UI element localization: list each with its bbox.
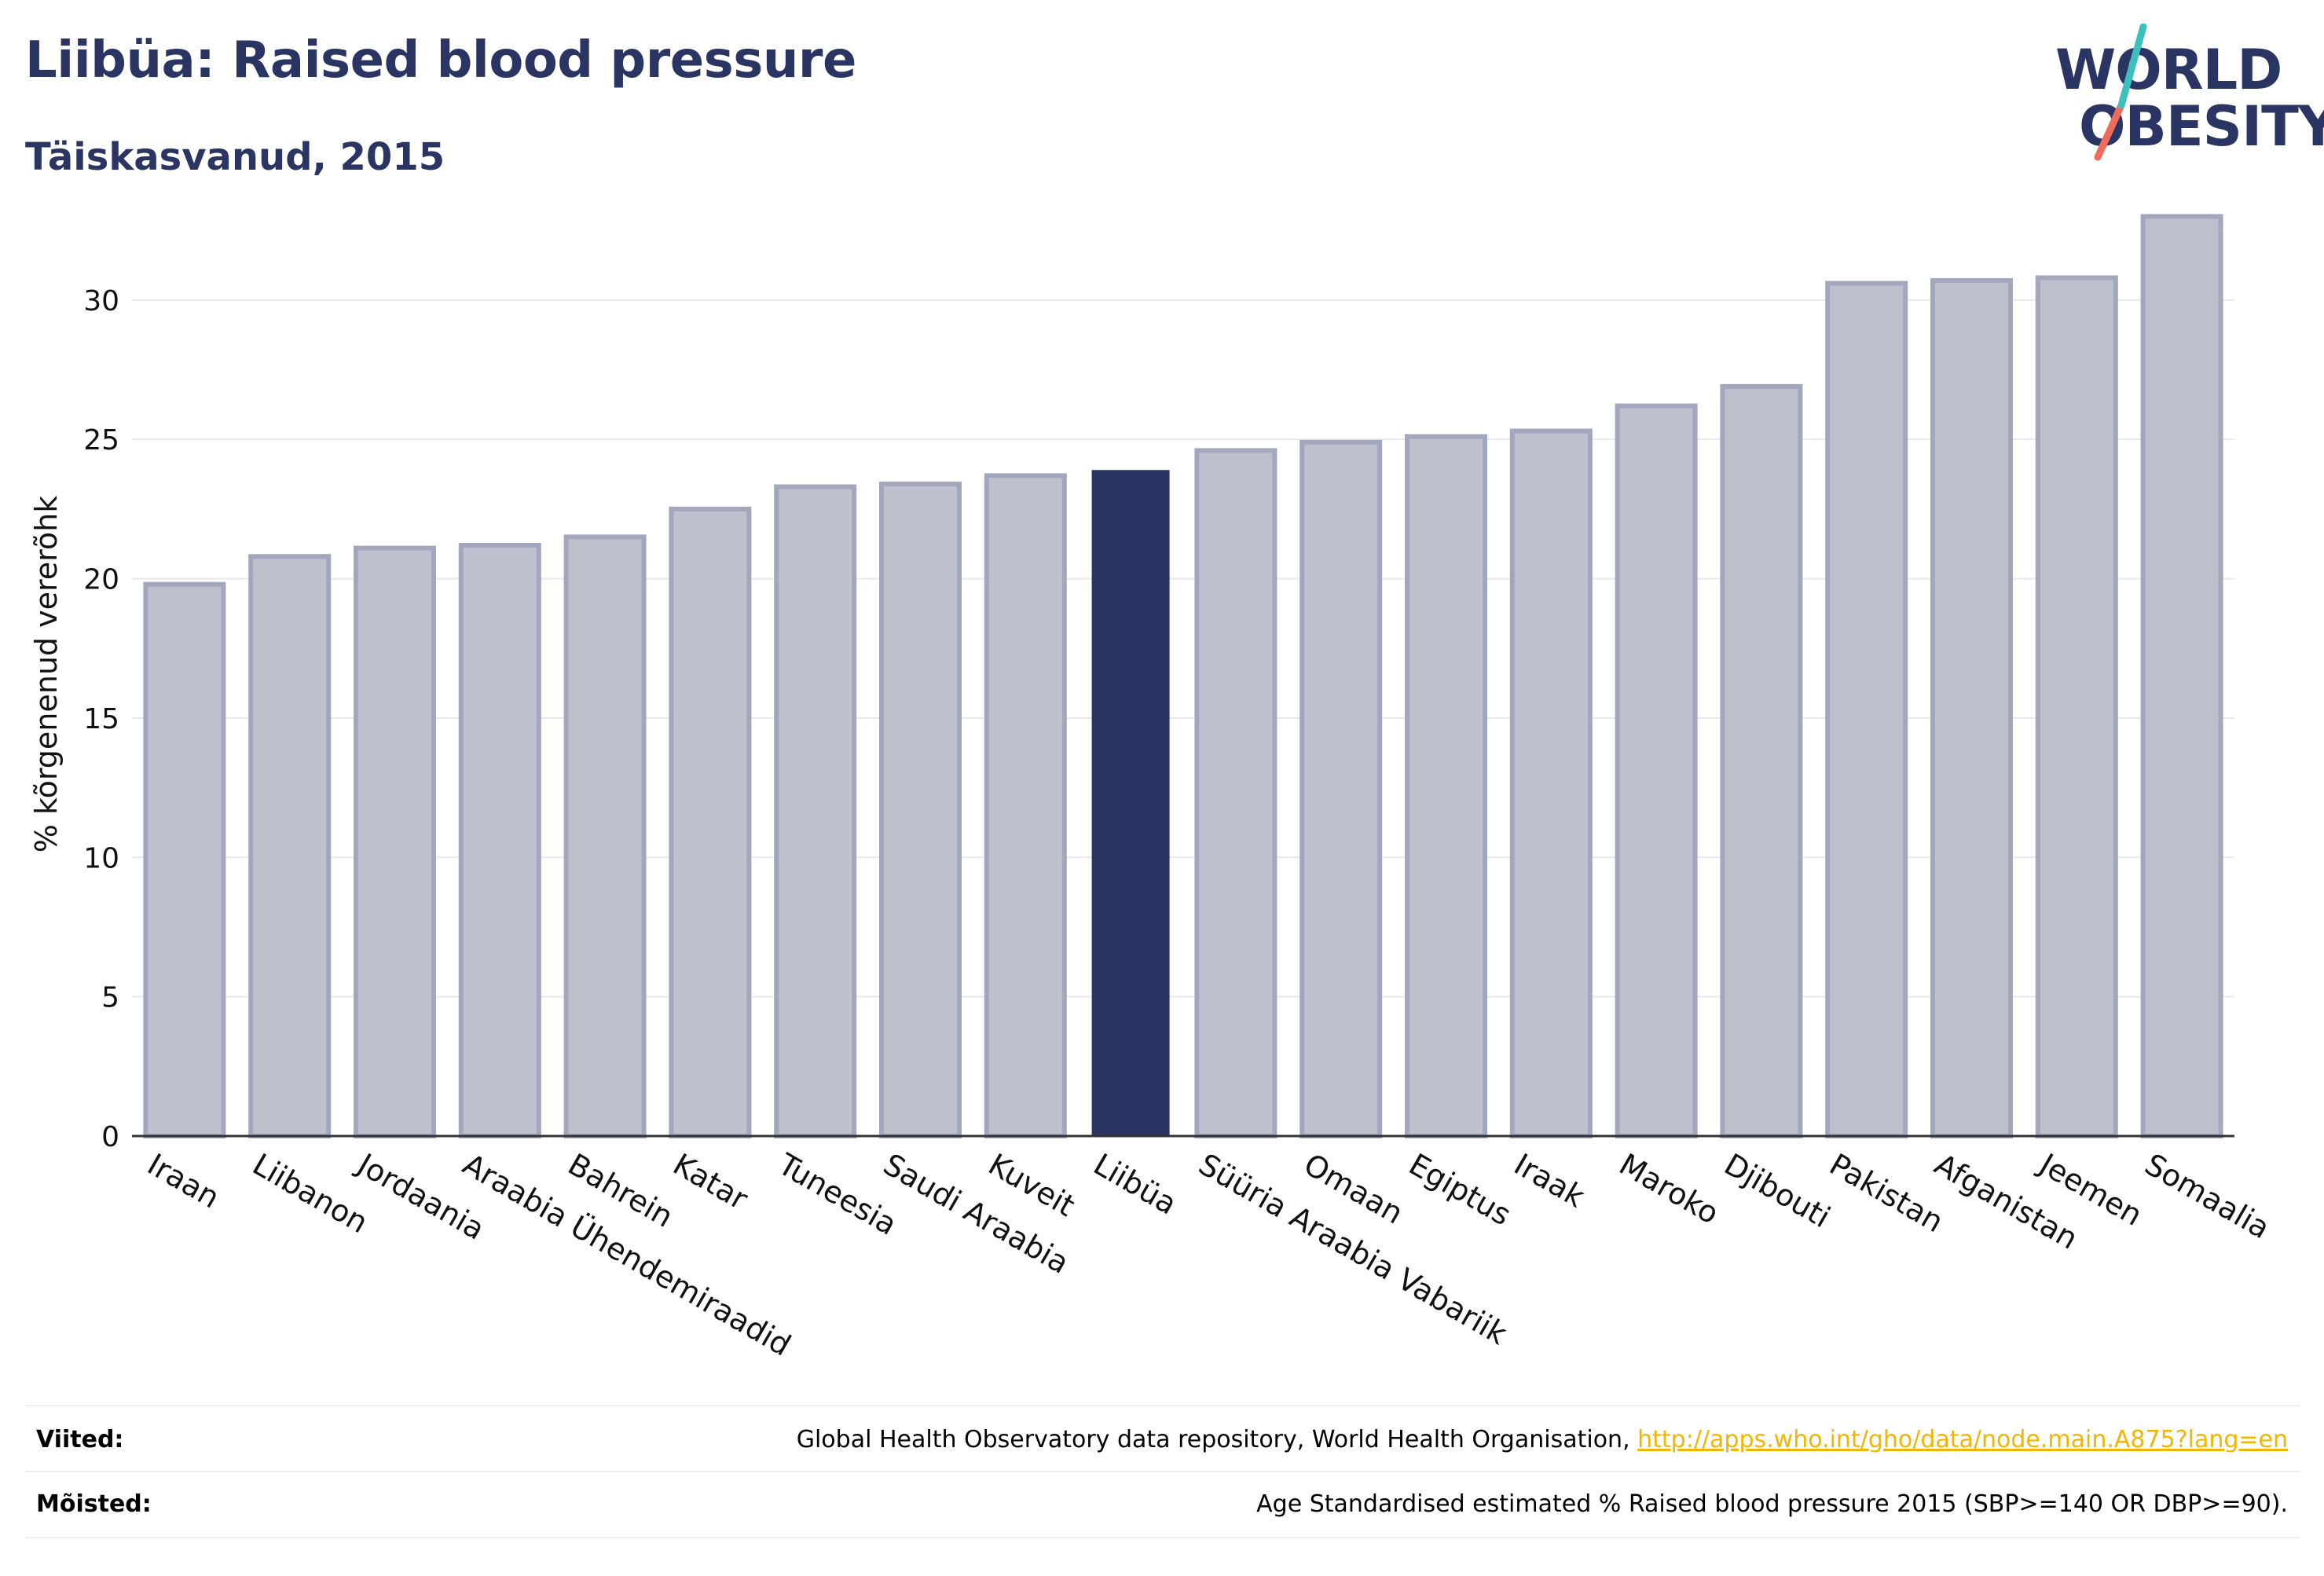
- x-tick-label: Saudi Araabia: [878, 1147, 1075, 1281]
- x-tick-label: Maroko: [1614, 1147, 1725, 1231]
- y-axis-label: % kõrgenenud vererõhk: [29, 496, 64, 853]
- bar-süüria-araabia-vabariik: [1194, 448, 1277, 1138]
- bar-liibüa: [1091, 470, 1170, 1136]
- sources-text-wrap: Global Health Observatory data repositor…: [797, 1426, 2300, 1453]
- x-tick-label: Liibüa: [1088, 1147, 1183, 1222]
- bar-omaan: [1299, 439, 1383, 1138]
- x-tick-label: Egiptus: [1403, 1147, 1517, 1233]
- x-tick-label: Djibouti: [1718, 1147, 1836, 1235]
- y-tick-label: 30: [83, 285, 119, 317]
- sources-label: Viited:: [36, 1425, 124, 1453]
- bar-jeemen: [2035, 275, 2118, 1139]
- y-tick-label: 15: [83, 703, 119, 735]
- bar-maroko: [1615, 403, 1698, 1138]
- bar-tuneesia: [774, 484, 857, 1138]
- y-axis-ticks: 0 5 10 15 20 25 30: [83, 285, 119, 1153]
- grid-lines: [132, 299, 2234, 998]
- definitions-label: Mõisted:: [36, 1490, 152, 1518]
- x-tick-label: Iraak: [1508, 1147, 1591, 1215]
- chart-subtitle: Täiskasvanud, 2015: [25, 135, 445, 179]
- x-tick-label: Pakistan: [1824, 1147, 1949, 1240]
- logo-word-world: WORLD: [2055, 38, 2282, 102]
- footer-divider: [25, 1471, 2300, 1472]
- y-tick-label: 0: [101, 1121, 119, 1153]
- bar-somaalia: [2140, 214, 2223, 1138]
- bar-afganistan: [1930, 278, 2014, 1138]
- x-tick-label: Liibanon: [247, 1147, 374, 1241]
- bar-kuveit: [984, 473, 1067, 1138]
- footer-divider: [25, 1537, 2300, 1538]
- sources-text: Global Health Observatory data repositor…: [796, 1425, 1638, 1453]
- bar-pakistan: [1825, 280, 1908, 1139]
- y-tick-label: 20: [83, 564, 119, 596]
- footer-divider: [25, 1405, 2300, 1406]
- chart-title: Liibüa: Raised blood pressure: [25, 31, 856, 90]
- bar-iraak: [1509, 428, 1593, 1138]
- bar-araabia-ühendemiraadid: [458, 543, 541, 1138]
- y-tick-label: 5: [101, 982, 119, 1014]
- bar-djibouti: [1720, 383, 1803, 1138]
- bar-iraan: [143, 581, 226, 1138]
- x-tick-label: Katar: [667, 1147, 753, 1217]
- x-tick-label: Tuneesia: [772, 1146, 903, 1242]
- bars: [143, 214, 2223, 1139]
- footer-definitions-row: Mõisted: Age Standardised estimated % Ra…: [25, 1472, 2300, 1535]
- definitions-text: Age Standardised estimated % Raised bloo…: [1256, 1490, 2288, 1518]
- bar-saudi-araabia: [878, 481, 962, 1138]
- x-tick-label: Iraan: [141, 1147, 225, 1215]
- world-obesity-logo: WORLD OBESITY: [2043, 24, 2324, 165]
- bar-katar: [669, 506, 752, 1138]
- bar-jordaania: [353, 545, 437, 1138]
- y-tick-label: 25: [83, 424, 119, 456]
- bar-liibanon: [248, 554, 332, 1138]
- y-tick-label: 10: [83, 842, 119, 874]
- footer-sources-row: Viited: Global Health Observatory data r…: [25, 1408, 2300, 1471]
- sources-link[interactable]: http://apps.who.int/gho/data/node.main.A…: [1637, 1425, 2288, 1453]
- bar-bahrein: [563, 534, 647, 1138]
- logo-slash-icon: [2094, 24, 2147, 161]
- x-tick-label: Somaalia: [2139, 1147, 2276, 1246]
- bar-egiptus: [1404, 434, 1488, 1138]
